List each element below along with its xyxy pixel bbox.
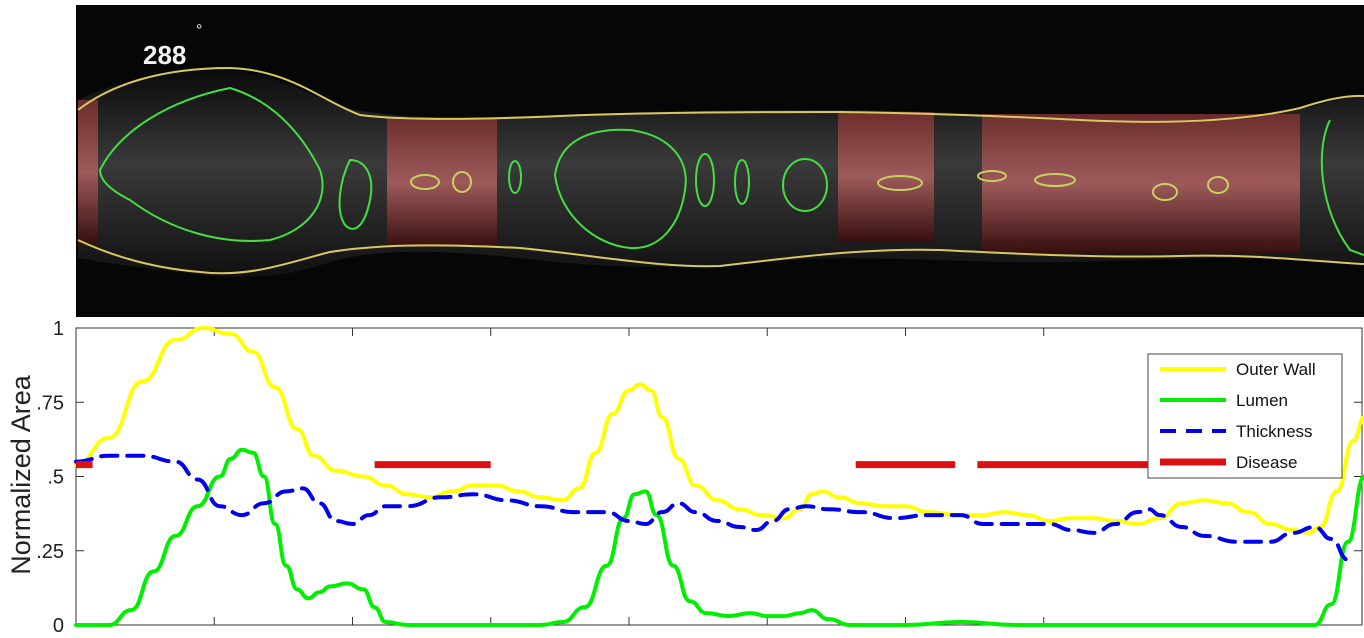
legend-box: [1147, 353, 1343, 479]
lumen-contour: [1034, 173, 1076, 187]
lumen-contour: [1152, 183, 1178, 201]
legend-label-outer-wall: Outer Wall: [1236, 360, 1316, 379]
lumen-contour: [410, 174, 440, 190]
y-tick-labels: 0 .25 .5 .75 1: [36, 318, 64, 637]
legend: Outer Wall Lumen Thickness Disease: [1147, 353, 1343, 479]
y-tick-label: .5: [47, 467, 64, 489]
legend-label-thickness: Thickness: [1236, 422, 1313, 441]
disease-overlay: [387, 118, 497, 248]
outer-wall-contour-bottom: [77, 239, 1364, 275]
lumen-contour: [452, 171, 472, 193]
outer-wall-contour-top: [77, 66, 1364, 123]
y-tick-label: 0: [53, 615, 64, 633]
lumen-contour: [1207, 176, 1229, 194]
rotation-angle-unit: °: [196, 22, 203, 39]
lumen-contour: [1320, 119, 1364, 256]
disease-overlay: [982, 114, 1300, 254]
y-tick-label: .75: [36, 392, 64, 414]
rotation-angle-value: 288: [143, 40, 187, 70]
lumen-contour: [734, 159, 750, 205]
outer-wall-line: [74, 326, 1364, 535]
lumen-contour: [782, 158, 828, 212]
lumen-line: [74, 447, 1364, 628]
legend-label-disease: Disease: [1236, 453, 1297, 472]
lumen-contour: [98, 86, 324, 242]
lumen-contour: [695, 153, 715, 207]
lumen-contour: [977, 170, 1007, 182]
lumen-contour: [338, 158, 373, 230]
legend-label-lumen: Lumen: [1236, 391, 1288, 410]
lumen-contour: [877, 175, 923, 191]
thickness-line: [74, 453, 1350, 562]
ct-image-panel: [76, 5, 1364, 317]
y-axis-label: Normalized Area: [6, 374, 36, 575]
lumen-contour: [553, 128, 687, 250]
y-tick-label: .25: [36, 541, 64, 563]
area-chart: 0 .25 .5 .75 1 Normalized Area Outer Wall Lum…: [6, 318, 1364, 637]
lumen-contour: [508, 160, 522, 194]
disease-overlay: [78, 100, 98, 245]
y-tick-label: 1: [53, 318, 64, 340]
